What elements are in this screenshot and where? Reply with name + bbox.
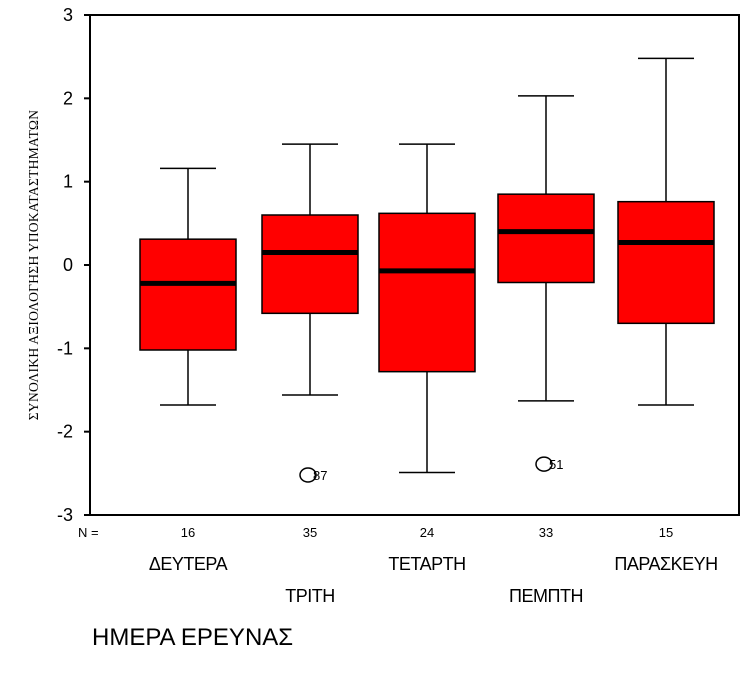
category-label: ΠΑΡΑΣΚΕΥΗ [614, 554, 717, 574]
n-value: 24 [420, 525, 434, 540]
box [497, 193, 595, 284]
y-tick-label: 0 [63, 255, 73, 275]
category-label: ΤΡΙΤΗ [285, 586, 335, 606]
n-value: 35 [303, 525, 317, 540]
category-label: ΤΕΤΑΡΤΗ [388, 554, 465, 574]
n-prefix: N = [78, 525, 99, 540]
y-tick-label: 1 [63, 172, 73, 192]
y-tick-label: -1 [57, 338, 73, 358]
y-axis-title: ΣΥΝΟΛΙΚΗ ΑΞΙΟΛΟΓΗΣΗ ΥΠΟΚΑΤΑΣΤΗΜΑΤΩΝ [26, 110, 41, 421]
x-axis-title: ΗΜΕΡΑ ΕΡΕΥΝΑΣ [92, 624, 293, 651]
box [617, 200, 715, 325]
y-tick-label: -3 [57, 505, 73, 525]
n-value: 33 [539, 525, 553, 540]
n-value: 15 [659, 525, 673, 540]
boxes: 87 51 [139, 57, 715, 483]
n-value: 16 [181, 525, 195, 540]
category-labels: ΔΕΥΤΕΡΑ ΤΡΙΤΗ ΤΕΤΑΡΤΗ ΠΕΜΠΤΗ ΠΑΡΑΣΚΕΥΗ [149, 554, 718, 606]
n-row: N = 16 35 24 33 15 [78, 525, 673, 540]
category-label: ΠΕΜΠΤΗ [509, 586, 583, 606]
y-axis: -3 -2 -1 0 1 2 3 [57, 5, 90, 525]
outlier-label: 87 [313, 468, 327, 483]
outlier-point [299, 467, 317, 483]
outlier-label: 51 [549, 457, 563, 472]
plot-frame [89, 14, 740, 516]
outlier-point [535, 456, 553, 472]
y-tick-label: 3 [63, 5, 73, 25]
box [139, 238, 237, 351]
y-tick-label: 2 [63, 88, 73, 108]
y-tick-label: -2 [57, 422, 73, 442]
category-label: ΔΕΥΤΕΡΑ [149, 554, 228, 574]
box [378, 212, 476, 373]
box [261, 214, 359, 315]
